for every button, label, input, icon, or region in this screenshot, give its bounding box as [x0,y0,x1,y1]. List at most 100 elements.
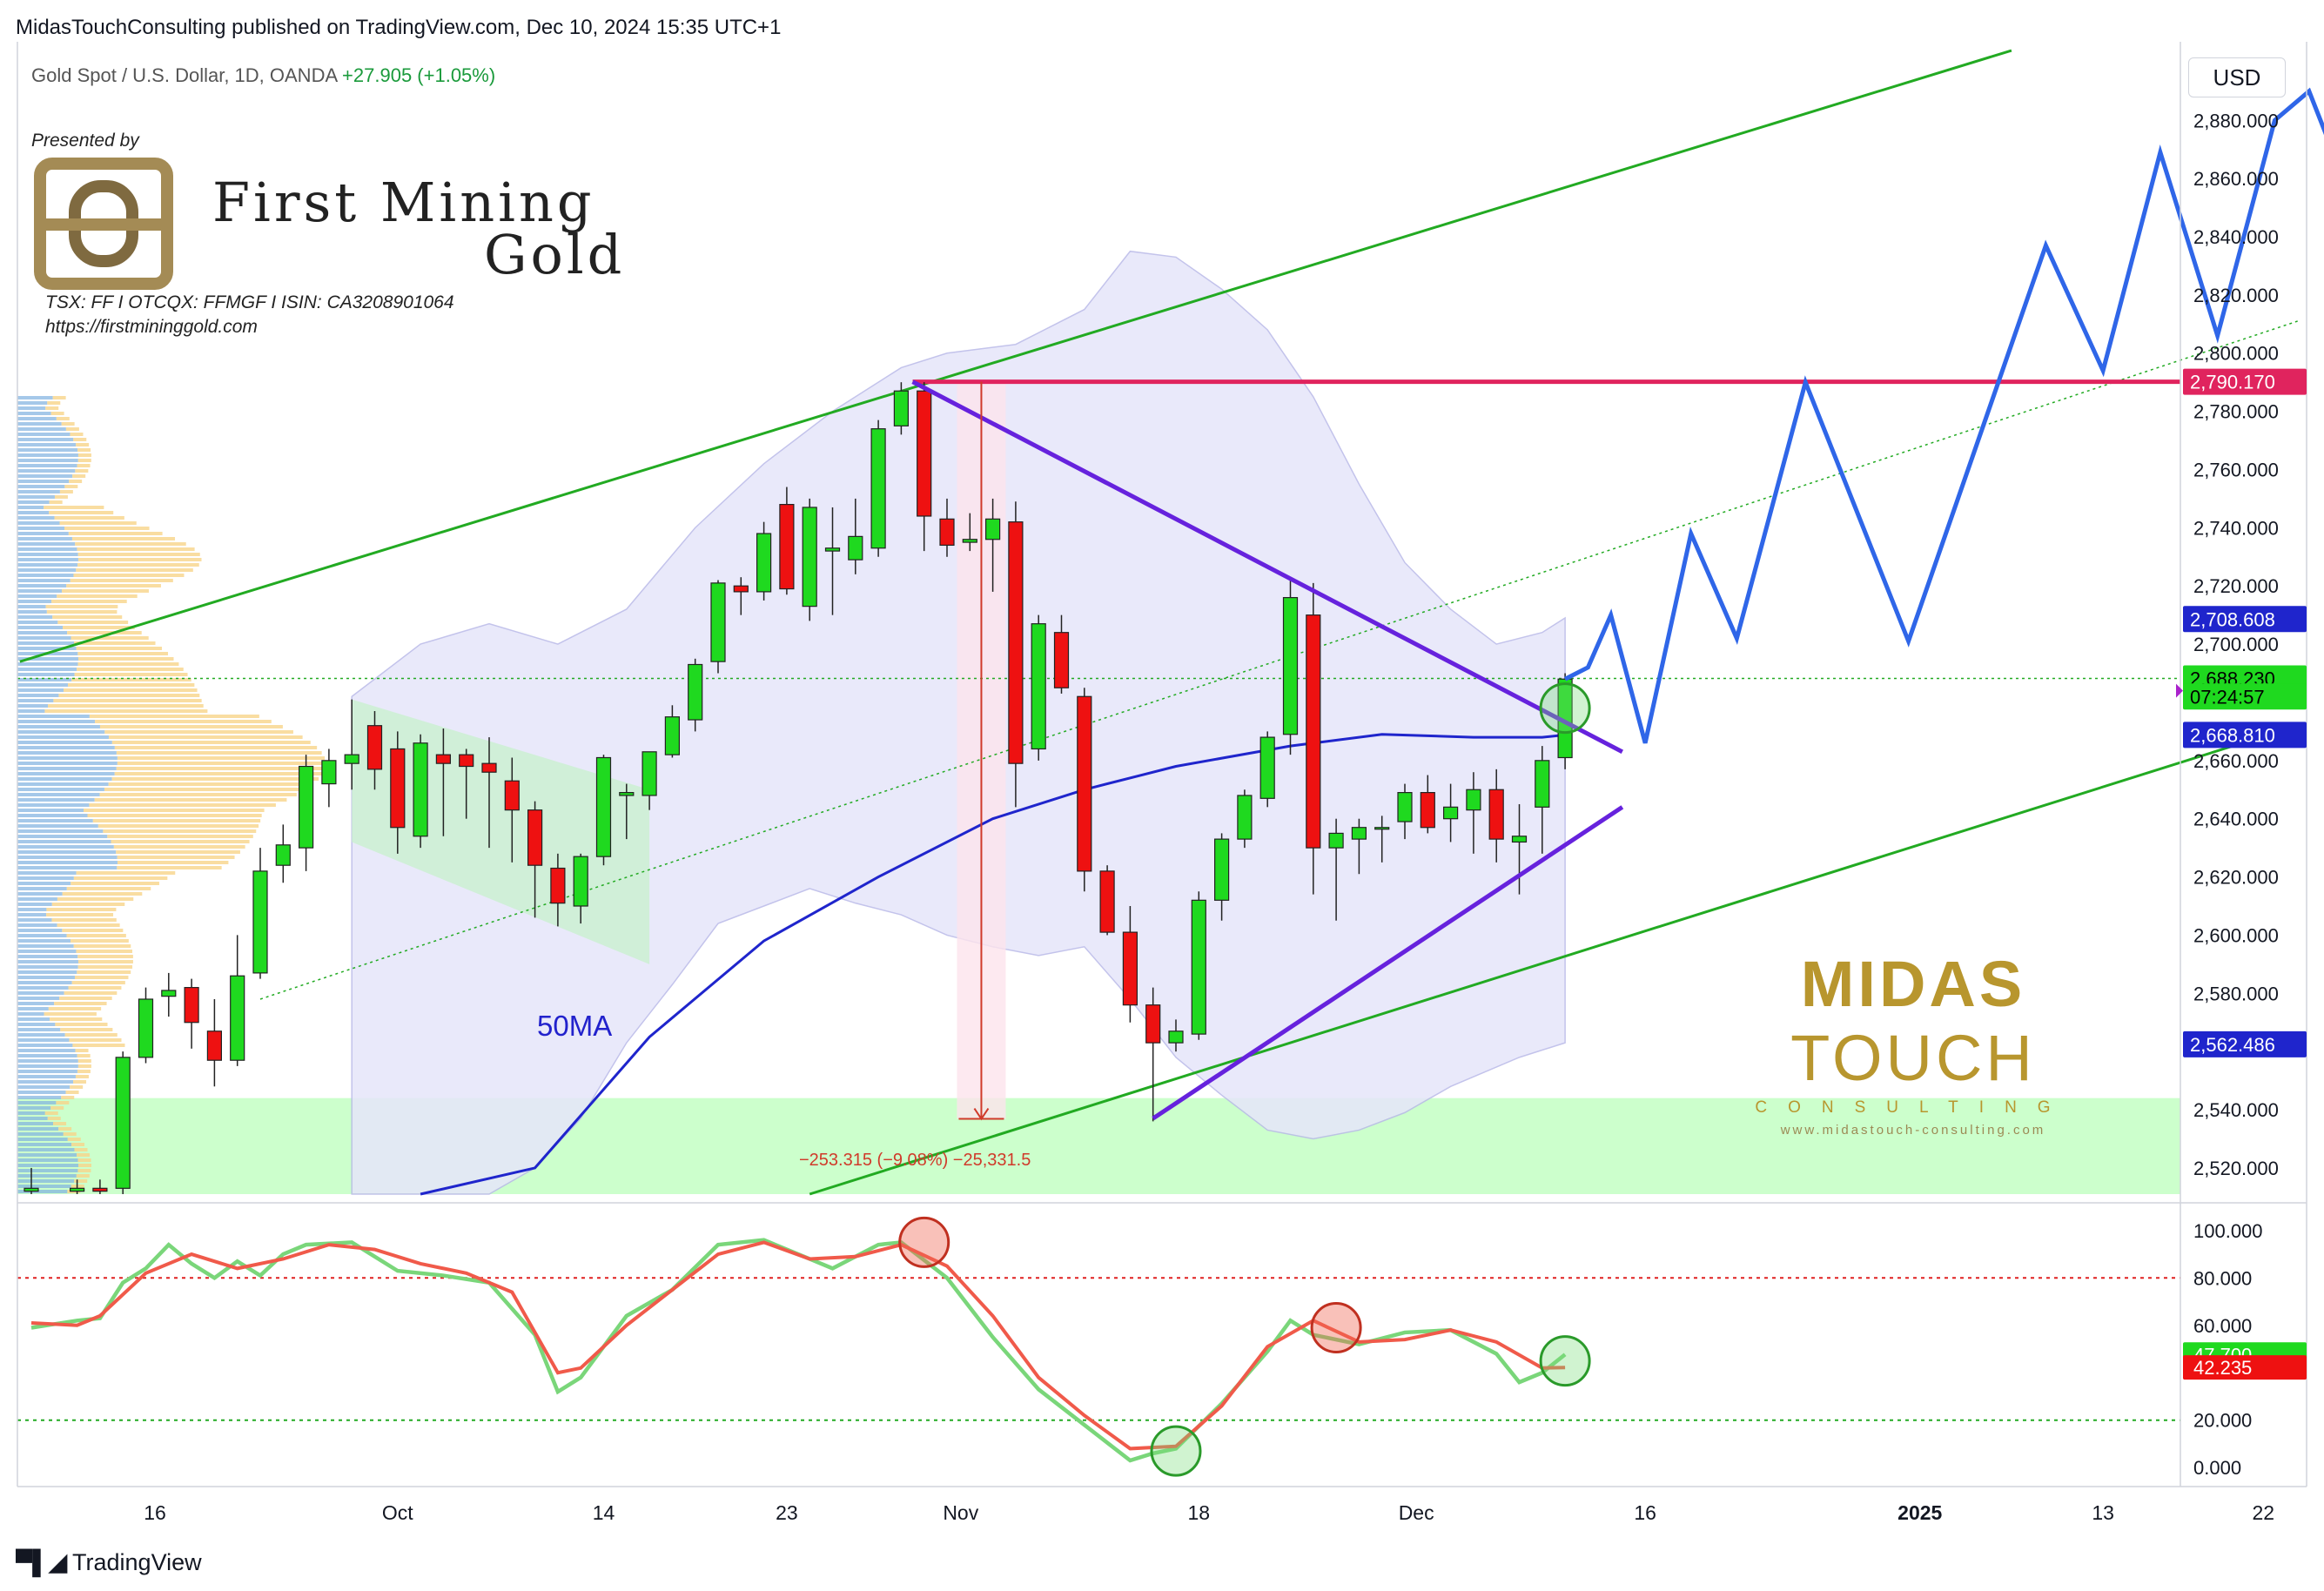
volume-bar-blue [17,490,60,493]
price-tick-label: 2,600.000 [2193,924,2279,946]
volume-bar-gold [69,1038,122,1042]
volume-bar-blue [17,1164,78,1167]
candle-body [390,748,406,829]
volume-bar-blue [17,1122,54,1125]
price-label-text: 2,562.486 [2190,1034,2275,1056]
price-tick-label: 2,660.000 [2193,750,2279,772]
volume-bar-blue [17,1158,78,1162]
candle [252,848,268,979]
candle [710,580,726,674]
time-tick-label: 23 [776,1501,798,1524]
volume-bar-gold [75,1049,89,1052]
volume-bar-blue [17,553,78,556]
price-marker-icon [2176,683,2183,698]
price-tick-label: 2,860.000 [2193,168,2279,190]
candle-body [848,535,863,561]
candle [69,1179,85,1194]
volume-bar-gold [64,485,78,488]
volume-bar-blue [17,897,57,901]
volume-bar-blue [17,814,88,817]
osc-tick-label: 100.000 [2193,1220,2263,1242]
volume-bar-gold [83,809,265,812]
triangle-lower-line [1152,805,1624,1121]
volume-bar-gold [70,433,84,436]
candle [161,972,177,1017]
volume-bar-blue [17,725,100,728]
volume-bar-gold [77,1054,91,1057]
volume-bar-gold [56,1101,70,1104]
candle [1306,582,1321,895]
candle [573,853,588,924]
projection-path [1563,87,2324,744]
volume-bar-gold [104,788,306,791]
volume-bar-blue [17,1117,48,1120]
candle [1420,775,1435,834]
volume-bar-blue [17,1064,78,1068]
volume-bar-blue [17,641,75,645]
candle [275,824,291,883]
first-mining-logo-icon [34,158,173,290]
volume-bar-blue [17,1033,65,1037]
volume-bar-blue [17,835,108,838]
candle-body [870,428,886,549]
volume-bar-gold [57,621,129,624]
measure-label: −253.315 (−9.08%) −25,331.5 [799,1151,1031,1170]
volume-bar-gold [57,923,120,927]
volume-bar-gold [77,1070,91,1073]
volume-bar-gold [73,944,131,948]
volume-bar-blue [17,772,115,775]
volume-bar-blue [17,511,50,514]
sponsor-site[interactable]: https://firstmininggold.com [45,317,258,337]
volume-bar-blue [17,1148,75,1151]
candle-body [1442,806,1459,820]
volume-bar-blue [17,673,75,676]
volume-bar-blue [17,589,62,593]
candle [527,801,543,918]
volume-bar-blue [17,1153,77,1157]
volume-bar-gold [71,882,159,885]
candle [206,998,222,1087]
volume-bar-blue [17,960,78,963]
osc-tick-label: 60.000 [2193,1315,2252,1337]
candle [756,521,772,601]
price-tick-label: 2,580.000 [2193,983,2279,1004]
volume-bar-gold [46,610,118,614]
volume-bar-gold [111,741,311,744]
price-change: +27.905 (+1.05%) [342,64,496,86]
volume-bar-blue [17,1179,75,1183]
volume-bar-blue [17,563,78,567]
volume-bar-blue [17,944,74,948]
currency-button[interactable]: USD [2188,57,2286,97]
volume-bar-blue [17,626,64,629]
price-label-text: 2,790.170 [2190,372,2275,393]
price-tick-label: 2,820.000 [2193,285,2279,306]
volume-bar-gold [116,751,322,755]
axes: 2,880.000 2,860.000 2,840.000 2,820.000 2,80… [17,42,2307,1524]
volume-bar-blue [17,1038,70,1042]
volume-bar-gold [114,772,323,775]
time-tick-label: 2025 [1897,1501,1942,1524]
price-tick-label: 2,640.000 [2193,809,2279,830]
volume-bar-gold [71,939,129,943]
volume-bar-gold [116,767,326,770]
volume-bar-blue [17,1143,72,1146]
volume-bar-gold [76,950,132,953]
volume-bar-gold [44,1012,97,1016]
candle-body [1145,1004,1161,1044]
candle [504,757,520,863]
volume-bar-gold [65,1091,79,1094]
volume-bar-gold [77,970,131,974]
volume-bar-blue [17,537,72,540]
volume-bar-blue [17,485,65,488]
volume-bar-gold [61,589,149,593]
candle [870,420,886,557]
volume-bar-gold [117,866,222,869]
volume-bar-blue [17,756,118,760]
candle-body [733,585,749,593]
volume-bar-gold [77,459,91,462]
volume-bar-blue [17,1169,78,1172]
volume-bar-blue [17,903,52,906]
volume-bar-gold [66,887,151,890]
volume-bar-gold [73,574,185,577]
